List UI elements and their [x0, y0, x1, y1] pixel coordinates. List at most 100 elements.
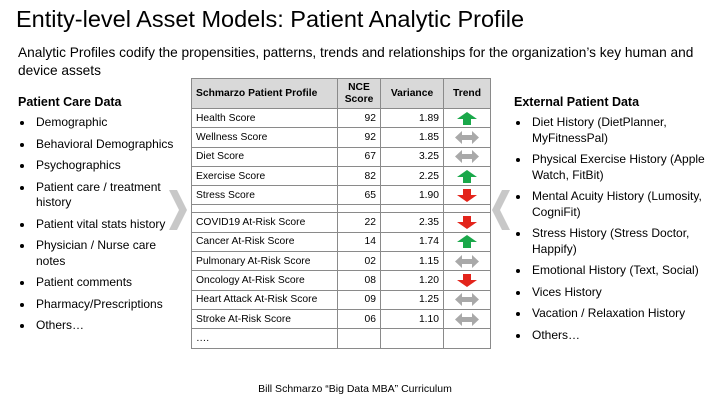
cell-score: 92 — [337, 107, 381, 129]
cell-score: 22 — [337, 212, 381, 233]
trend-down-icon — [457, 274, 477, 288]
cell-score: 06 — [337, 308, 381, 330]
list-item: Emotional History (Text, Social) — [514, 263, 709, 279]
table-row: Stress Score 65 1.90 — [191, 185, 491, 206]
trend-up-icon — [457, 169, 477, 183]
cell-name: Heart Attack At-Risk Score — [191, 289, 338, 310]
cell-trend — [443, 289, 491, 310]
cell-score: 14 — [337, 231, 381, 253]
cell-trend — [443, 251, 491, 272]
cell-trend — [443, 146, 491, 167]
list-item: Stress History (Stress Doctor, Happify) — [514, 226, 709, 257]
trend-flat-icon — [455, 150, 479, 164]
cell-trend — [443, 231, 491, 253]
list-item: Others… — [18, 318, 178, 334]
trend-flat-icon — [455, 130, 479, 144]
page-title: Entity-level Asset Models: Patient Analy… — [16, 6, 525, 32]
table-row: Pulmonary At-Risk Score 02 1.15 — [191, 251, 491, 272]
spacer-cell — [191, 204, 338, 214]
table-row: Diet Score 67 3.25 — [191, 146, 491, 167]
cell-variance: 2.35 — [380, 212, 444, 233]
table-row: Stroke At-Risk Score 06 1.10 — [191, 308, 491, 330]
cell-ellipsis: …. — [191, 328, 338, 349]
cell-name: Diet Score — [191, 146, 338, 167]
cell-variance: 1.15 — [380, 251, 444, 272]
trend-flat-icon — [455, 254, 479, 268]
table-row: Exercise Score 82 2.25 — [191, 165, 491, 187]
cell-name: Cancer At-Risk Score — [191, 231, 338, 253]
trend-flat-icon — [455, 312, 479, 326]
right-heading: External Patient Data — [514, 95, 640, 109]
page-subtitle: Analytic Profiles codify the propensitie… — [18, 45, 694, 78]
list-item: Diet History (DietPlanner, MyFitnessPal) — [514, 115, 709, 146]
cell-variance: 1.10 — [380, 308, 444, 330]
list-item: Patient vital stats history — [18, 217, 178, 233]
table-row: Wellness Score 92 1.85 — [191, 127, 491, 148]
list-item: Patient care / treatment history — [18, 180, 178, 211]
cell-trend — [443, 107, 491, 129]
trend-up-icon — [457, 235, 477, 249]
empty-cell — [380, 328, 444, 349]
list-item: Physician / Nurse care notes — [18, 238, 178, 269]
cell-variance: 2.25 — [380, 165, 444, 187]
list-item: Vacation / Relaxation History — [514, 306, 709, 322]
cell-trend — [443, 127, 491, 148]
cell-score: 02 — [337, 251, 381, 272]
table-spacer-row — [191, 204, 491, 214]
table-row: Oncology At-Risk Score 08 1.20 — [191, 270, 491, 291]
spacer-cell — [337, 204, 381, 214]
cell-variance: 1.74 — [380, 231, 444, 253]
cell-trend — [443, 270, 491, 291]
table-header-row: Schmarzo Patient Profile NCE Score Varia… — [191, 78, 491, 109]
cell-score: 67 — [337, 146, 381, 167]
trend-down-icon — [457, 188, 477, 202]
cell-score: 82 — [337, 165, 381, 187]
list-item: Patient comments — [18, 275, 178, 291]
cell-name: COVID19 At-Risk Score — [191, 212, 338, 233]
cell-score: 08 — [337, 270, 381, 291]
header-trend: Trend — [443, 78, 491, 109]
cell-trend — [443, 308, 491, 330]
cell-name: Health Score — [191, 107, 338, 129]
right-chevron-icon — [492, 190, 510, 230]
list-item: Others… — [514, 328, 709, 344]
left-heading: Patient Care Data — [18, 95, 122, 109]
empty-cell — [337, 328, 381, 349]
cell-name: Oncology At-Risk Score — [191, 270, 338, 291]
cell-variance: 1.25 — [380, 289, 444, 310]
table-row: …. — [191, 328, 491, 349]
list-item: Pharmacy/Prescriptions — [18, 297, 178, 313]
spacer-cell — [380, 204, 444, 214]
external-data-list: Diet History (DietPlanner, MyFitnessPal)… — [514, 115, 709, 349]
table-row: Heart Attack At-Risk Score 09 1.25 — [191, 289, 491, 310]
list-item: Vices History — [514, 285, 709, 301]
cell-variance: 1.85 — [380, 127, 444, 148]
list-item: Physical Exercise History (Apple Watch, … — [514, 152, 709, 183]
cell-score: 09 — [337, 289, 381, 310]
header-nce-score: NCE Score — [337, 78, 381, 109]
cell-score: 65 — [337, 185, 381, 206]
spacer-cell — [443, 204, 491, 214]
cell-name: Exercise Score — [191, 165, 338, 187]
cell-name: Pulmonary At-Risk Score — [191, 251, 338, 272]
trend-up-icon — [457, 111, 477, 125]
empty-cell — [443, 328, 491, 349]
trend-down-icon — [457, 216, 477, 230]
table-row: COVID19 At-Risk Score 22 2.35 — [191, 212, 491, 233]
table-row: Health Score 92 1.89 — [191, 107, 491, 129]
left-chevron-icon — [169, 190, 187, 230]
list-item: Psychographics — [18, 158, 178, 174]
cell-score: 92 — [337, 127, 381, 148]
header-variance: Variance — [380, 78, 444, 109]
patient-care-list: Demographic Behavioral Demographics Psycho… — [18, 115, 178, 340]
cell-name: Wellness Score — [191, 127, 338, 148]
cell-name: Stroke At-Risk Score — [191, 308, 338, 330]
list-item: Mental Acuity History (Lumosity, CogniFi… — [514, 189, 709, 220]
list-item: Demographic — [18, 115, 178, 131]
cell-trend — [443, 212, 491, 233]
cell-variance: 3.25 — [380, 146, 444, 167]
cell-name: Stress Score — [191, 185, 338, 206]
trend-flat-icon — [455, 293, 479, 307]
cell-variance: 1.90 — [380, 185, 444, 206]
list-item: Behavioral Demographics — [18, 137, 178, 153]
